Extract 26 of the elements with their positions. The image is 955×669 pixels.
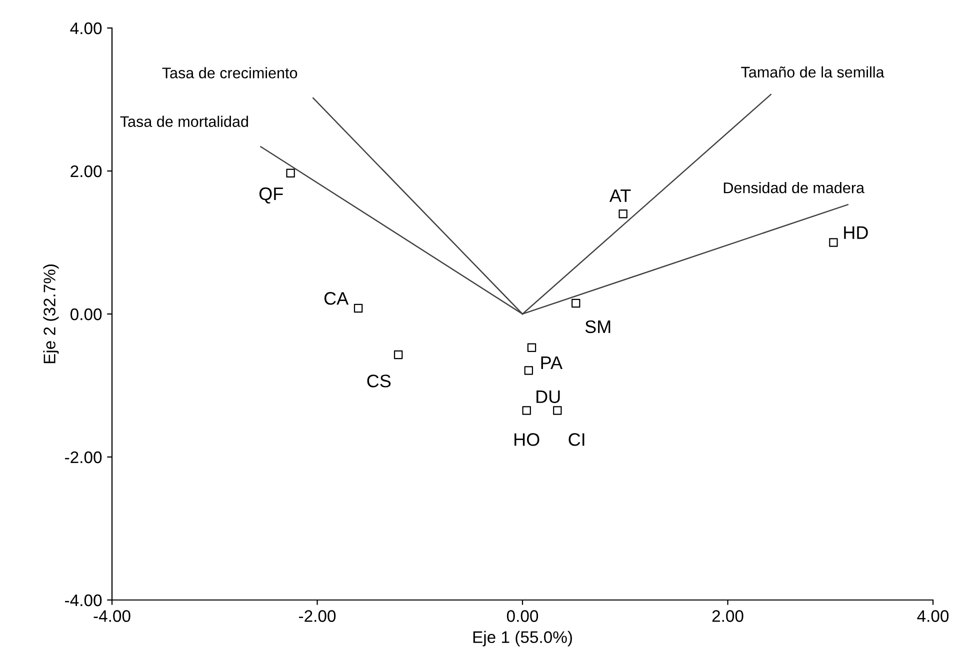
y-tick-label: -2.00: [65, 451, 102, 464]
x-tick-label: 4.00: [917, 610, 949, 622]
y-tick-label: 2.00: [70, 165, 102, 178]
annotation: CI: [568, 433, 584, 446]
annotation: AT: [609, 189, 631, 202]
annotation: DU: [536, 390, 560, 404]
y-tick-label: -4.00: [65, 594, 102, 606]
series-label: Tasa de crecimiento: [162, 67, 298, 78]
annotation: SM: [585, 320, 610, 334]
series-label: Tasa de mortalidad: [120, 116, 248, 128]
annotation: HD: [844, 226, 868, 239]
y-tick-label: 4.00: [70, 22, 102, 34]
text: Tamaño de la semilla: [741, 66, 884, 78]
x-tick-label: -4.00: [94, 610, 130, 622]
y-tick-label: 0.00: [70, 308, 102, 320]
x-axis-title: Eje 1 (55.0%): [473, 630, 572, 646]
annotation: CS: [367, 374, 391, 388]
series-label: Densidad de madera: [724, 182, 864, 194]
annotation: QF: [259, 187, 283, 204]
x-tick-label: 0.00: [506, 610, 538, 622]
x-tick-label: -2.00: [298, 610, 336, 622]
annotation: HO: [514, 433, 540, 446]
y-axis-title: Eje 2 (32.7%): [43, 264, 59, 364]
annotation: CA: [324, 292, 349, 305]
annotation: PA: [541, 356, 563, 369]
x-tick-label: 2.00: [712, 610, 744, 622]
